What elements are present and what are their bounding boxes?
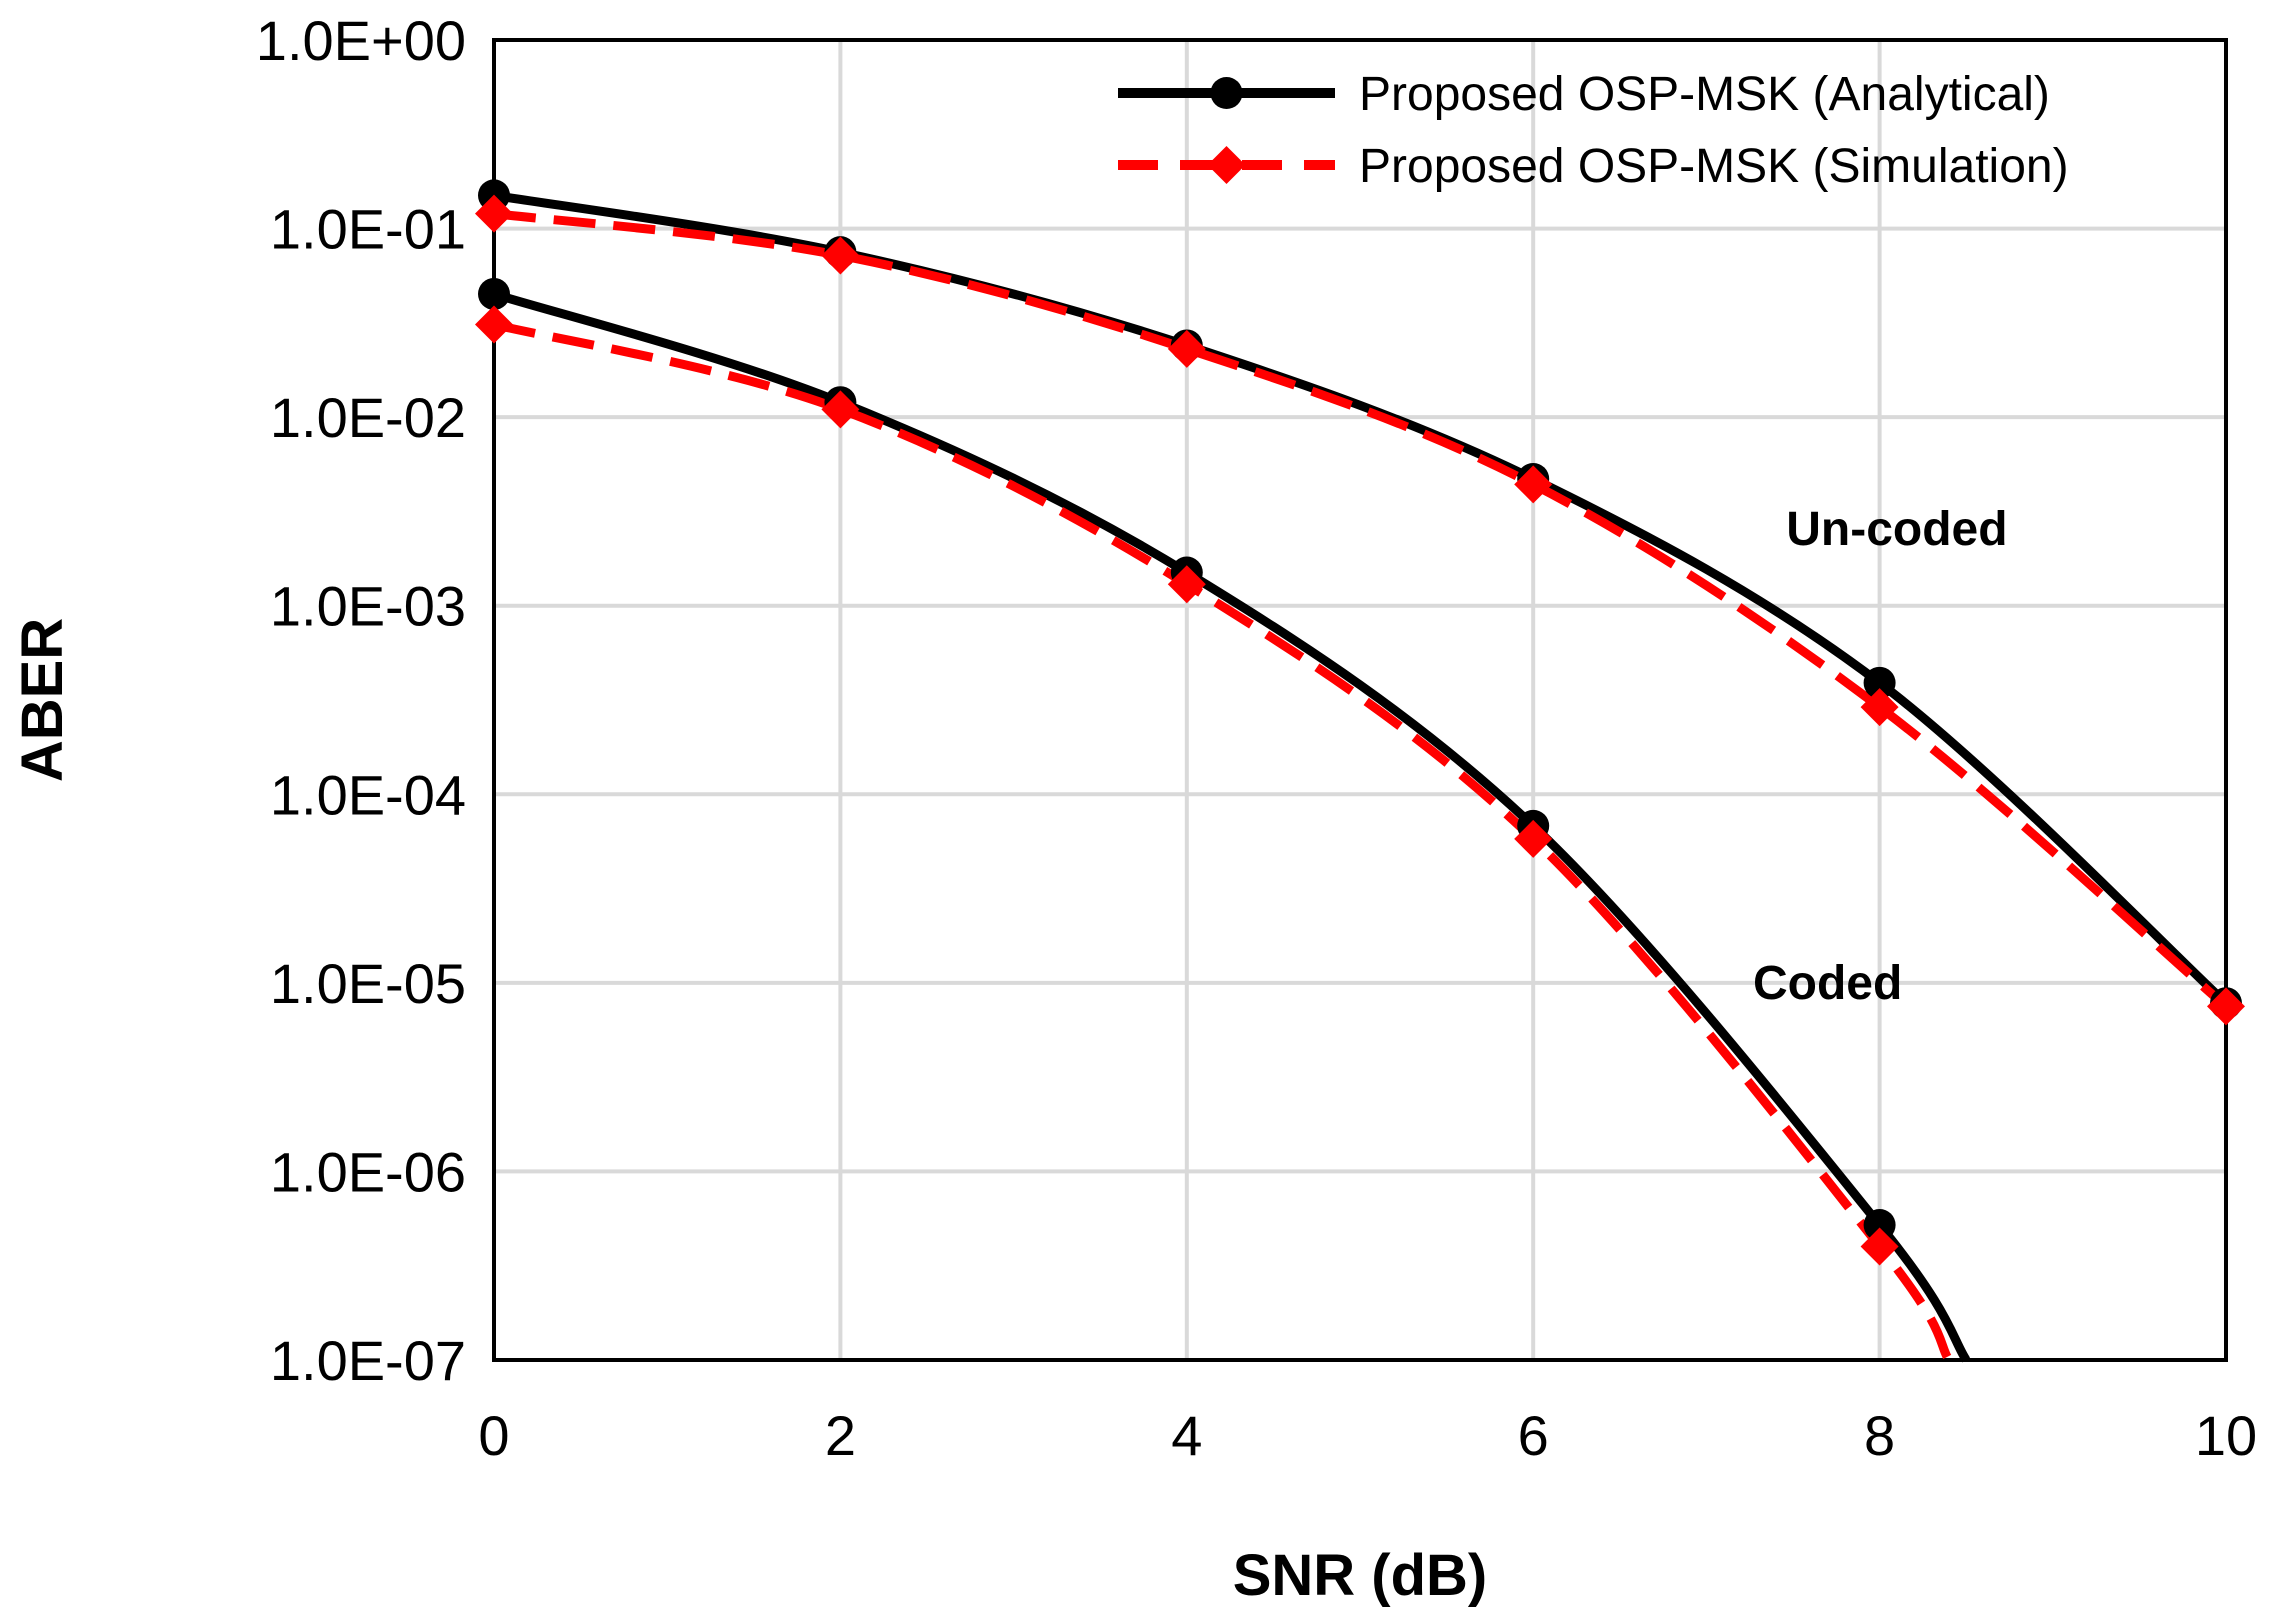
x-tick-label: 10	[2195, 1404, 2257, 1467]
data-point-marker	[1167, 565, 1206, 604]
data-point-marker	[475, 305, 513, 344]
series-line	[494, 209, 2229, 1010]
data-point-marker	[475, 194, 513, 233]
data-point-marker	[2207, 987, 2245, 1026]
legend-label: Proposed OSP-MSK (Analytical)	[1359, 68, 2050, 121]
data-point-marker	[1514, 465, 1553, 504]
data-point-marker	[478, 277, 510, 310]
y-tick-label: 1.0E-03	[270, 575, 466, 638]
x-tick-label: 8	[1864, 1404, 1895, 1467]
data-point-marker	[821, 236, 860, 275]
data-point-marker	[1167, 329, 1206, 368]
y-tick-label: 1.0E+00	[256, 9, 466, 72]
data-point-marker	[821, 390, 860, 429]
legend-label: Proposed OSP-MSK (Simulation)	[1359, 140, 2069, 193]
series-line	[494, 320, 1953, 1363]
x-tick-label: 2	[825, 1404, 856, 1467]
y-tick-label: 1.0E-01	[270, 198, 466, 261]
y-tick-label: 1.0E-05	[270, 952, 466, 1015]
data-point-marker	[1863, 1208, 1896, 1241]
y-tick-label: 1.0E-04	[270, 763, 466, 826]
x-axis-title: SNR (dB)	[1233, 1543, 1488, 1608]
y-tick-label: 1.0E-02	[270, 386, 466, 449]
y-axis-title: ABER	[10, 618, 75, 782]
curve-annotation: Coded	[1753, 957, 1902, 1010]
data-point-marker	[1863, 666, 1896, 699]
series-line	[494, 289, 1971, 1363]
legend-marker	[1207, 146, 1246, 184]
data-point-marker	[1860, 688, 1899, 727]
x-tick-label: 6	[1518, 1404, 1549, 1467]
curve-annotation: Un-coded	[1786, 503, 2007, 556]
legend-marker	[1210, 77, 1243, 109]
data-point-marker	[1860, 1227, 1899, 1266]
plot-area-border	[492, 38, 2228, 1362]
y-tick-label: 1.0E-07	[270, 1329, 466, 1392]
x-tick-label: 4	[1171, 1404, 1202, 1467]
y-tick-label: 1.0E-06	[270, 1140, 466, 1203]
x-tick-label: 0	[478, 1404, 509, 1467]
data-point-marker	[1514, 819, 1553, 858]
